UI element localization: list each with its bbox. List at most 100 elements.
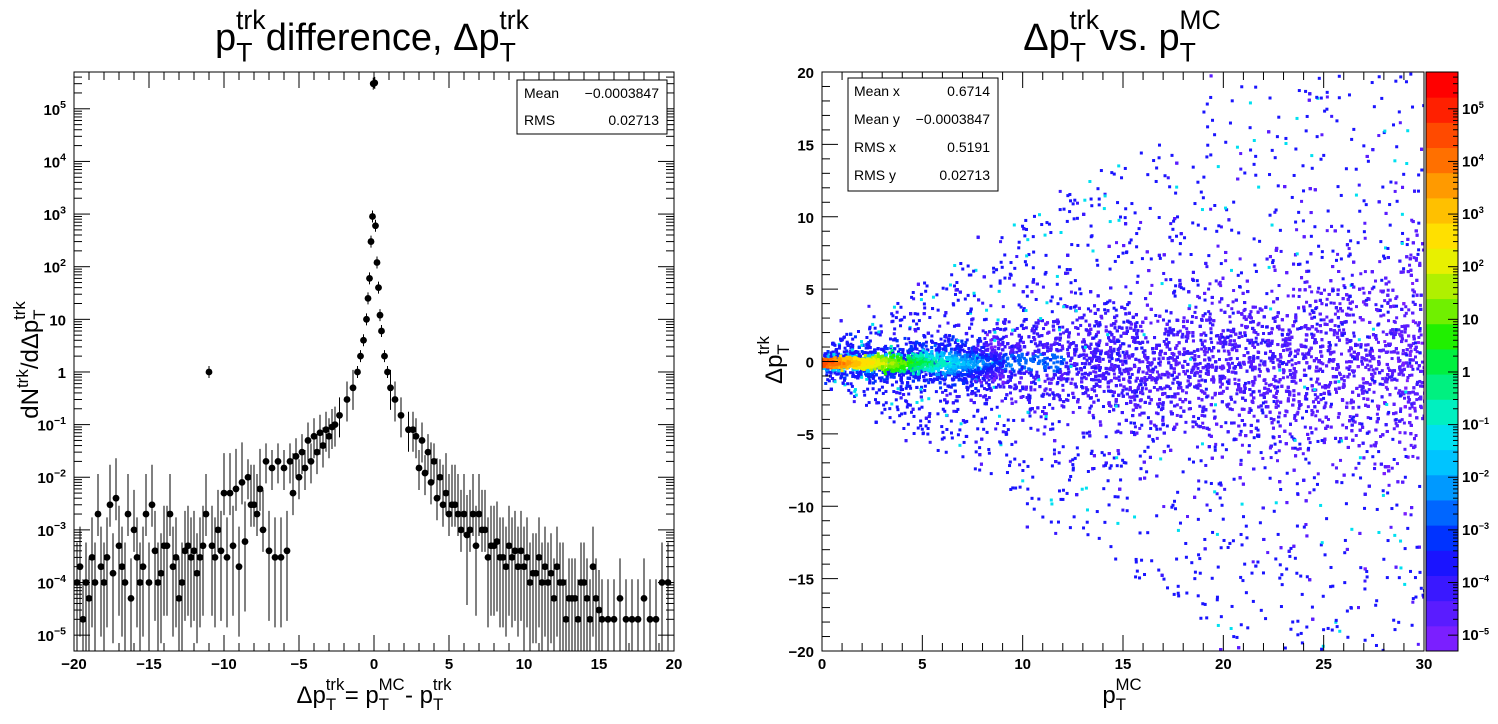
heat-cell	[982, 374, 986, 378]
heat-cell	[1308, 312, 1312, 316]
heat-cell	[1119, 431, 1123, 435]
heat-cell	[1089, 404, 1093, 408]
left-peak-point	[373, 259, 381, 266]
heat-cell	[1233, 366, 1237, 370]
left-data-point	[274, 458, 282, 465]
left-data-point	[286, 458, 294, 465]
heat-cell	[1093, 378, 1097, 382]
heat-cell	[981, 329, 985, 333]
left-data-point	[436, 473, 444, 481]
heat-cell	[925, 348, 929, 352]
heat-cell	[1059, 370, 1063, 374]
left-data-point	[412, 432, 420, 440]
heat-cell	[1186, 349, 1190, 353]
heat-cell	[1203, 353, 1207, 357]
left-data-point	[199, 542, 207, 550]
left-data-point	[85, 594, 93, 602]
heat-cell	[1235, 392, 1239, 396]
heat-cell	[1390, 466, 1394, 470]
heat-cell	[1218, 280, 1222, 284]
heat-cell	[1325, 323, 1329, 327]
left-data-point	[583, 594, 591, 602]
heat-cell	[1045, 392, 1049, 396]
heat-cell	[1400, 368, 1404, 372]
heat-cell	[1195, 445, 1199, 449]
heat-cell	[1230, 408, 1234, 412]
heat-cell	[989, 304, 993, 308]
heat-cell	[1224, 358, 1228, 362]
heat-cell	[1161, 401, 1165, 405]
heat-cell	[1137, 358, 1141, 362]
heat-cell	[1414, 321, 1418, 325]
heat-cell	[824, 381, 828, 385]
heat-cell	[1087, 430, 1091, 434]
heat-cell	[1233, 382, 1237, 386]
right-heatmap-layer	[822, 72, 1424, 651]
heat-cell	[1048, 388, 1052, 392]
heat-cell	[1198, 361, 1202, 365]
heat-cell	[987, 396, 991, 400]
heat-cell	[1054, 531, 1058, 535]
heat-cell	[1121, 388, 1125, 392]
heat-cell	[1108, 338, 1112, 342]
left-data-point	[124, 510, 132, 518]
heat-cell	[982, 342, 986, 346]
heat-cell	[1183, 430, 1187, 434]
heat-cell	[1408, 350, 1412, 354]
heat-cell	[1392, 319, 1396, 323]
heat-cell	[1264, 382, 1268, 386]
left-data-point	[211, 554, 219, 561]
heat-cell	[1113, 341, 1117, 345]
heat-cell	[1322, 288, 1326, 292]
heat-cell	[950, 338, 954, 342]
heat-cell	[1352, 374, 1356, 378]
left-data-point	[523, 554, 531, 561]
left-data-point	[466, 526, 474, 534]
heat-cell	[1059, 348, 1063, 352]
heat-cell	[1061, 325, 1065, 329]
heat-cell	[1123, 353, 1127, 357]
left-data-point	[430, 458, 438, 465]
heat-cell	[1042, 327, 1046, 331]
heat-cell	[1347, 247, 1351, 251]
heat-cell	[1177, 372, 1181, 376]
heat-cell	[1218, 300, 1222, 304]
left-data-point	[526, 579, 534, 586]
heat-cell	[1039, 415, 1043, 419]
heat-cell	[1416, 341, 1420, 345]
heat-cell	[1395, 378, 1399, 382]
heat-cell	[1214, 279, 1218, 283]
heat-cell	[1403, 330, 1407, 334]
heat-cell	[1421, 369, 1424, 373]
heat-cell	[1098, 321, 1102, 325]
heat-cell	[1418, 379, 1422, 383]
left-xtick-label: 5	[445, 656, 453, 673]
left-data-point	[592, 594, 600, 602]
heat-cell	[1141, 360, 1145, 364]
left-ytick-label: 105	[43, 99, 66, 119]
left-data-point	[157, 569, 165, 577]
heat-cell	[906, 351, 910, 355]
heat-cell	[1352, 369, 1356, 373]
heat-cell	[1133, 425, 1137, 429]
heat-cell	[1172, 358, 1176, 362]
left-data-point	[493, 538, 501, 545]
heat-cell	[1004, 334, 1008, 338]
heat-cell	[1411, 367, 1415, 371]
left-data-point	[646, 615, 654, 623]
heat-cell	[1136, 370, 1140, 374]
heat-cell	[1292, 379, 1296, 383]
heat-cell	[1162, 271, 1166, 275]
heat-cell	[1155, 370, 1159, 374]
heat-cell	[1326, 417, 1330, 421]
heat-cell	[1108, 410, 1112, 414]
heat-cell	[1244, 347, 1248, 351]
heat-cell	[1202, 349, 1206, 353]
heat-cell	[1052, 452, 1056, 456]
left-data-point	[658, 579, 666, 586]
left-data-point	[247, 501, 255, 509]
left-data-point	[292, 452, 300, 460]
heat-cell	[1357, 405, 1361, 409]
heat-cell	[1217, 357, 1221, 361]
heat-cell	[1340, 331, 1344, 335]
